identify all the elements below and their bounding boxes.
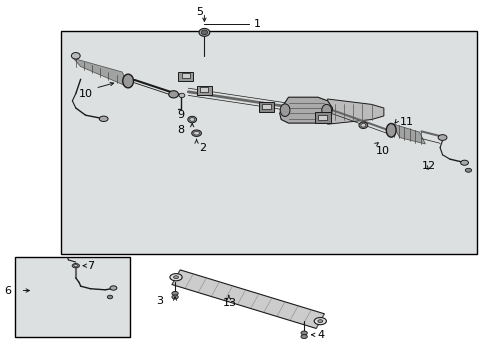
Ellipse shape [300, 331, 306, 335]
Ellipse shape [317, 320, 322, 323]
Ellipse shape [107, 295, 112, 299]
Bar [178, 72, 193, 81]
Polygon shape [392, 124, 425, 144]
Ellipse shape [99, 116, 108, 122]
Ellipse shape [189, 118, 194, 121]
Ellipse shape [173, 276, 178, 279]
Text: 2: 2 [199, 143, 206, 153]
Text: 4: 4 [317, 330, 325, 340]
Ellipse shape [321, 104, 331, 116]
Text: 12: 12 [421, 161, 435, 171]
Ellipse shape [465, 168, 470, 172]
Ellipse shape [300, 335, 306, 338]
Text: 11: 11 [399, 117, 413, 127]
Bar [314, 112, 330, 123]
Ellipse shape [360, 123, 365, 127]
Ellipse shape [171, 292, 178, 295]
Polygon shape [172, 270, 324, 328]
Ellipse shape [280, 104, 289, 117]
Ellipse shape [437, 135, 446, 140]
Polygon shape [73, 58, 129, 87]
Bar [182, 73, 189, 78]
Bar [258, 102, 274, 112]
Bar [318, 115, 326, 120]
Ellipse shape [179, 93, 184, 98]
Text: 7: 7 [87, 261, 94, 271]
Text: 10: 10 [375, 146, 389, 156]
Text: 13: 13 [222, 298, 236, 308]
Text: 10: 10 [79, 89, 93, 99]
Ellipse shape [201, 30, 207, 35]
Ellipse shape [193, 131, 199, 135]
Bar [15, 257, 129, 337]
Ellipse shape [386, 123, 395, 137]
Ellipse shape [199, 28, 209, 36]
Text: 1: 1 [254, 19, 261, 30]
Bar [262, 104, 270, 109]
Text: 3: 3 [156, 296, 163, 306]
Polygon shape [327, 99, 383, 124]
Ellipse shape [72, 264, 79, 268]
Text: 5: 5 [196, 6, 203, 17]
Ellipse shape [122, 74, 133, 88]
Ellipse shape [460, 160, 468, 165]
Bar [61, 31, 476, 254]
Ellipse shape [71, 53, 80, 59]
Bar [197, 86, 211, 95]
Ellipse shape [169, 274, 182, 281]
Ellipse shape [187, 116, 196, 123]
Ellipse shape [313, 318, 326, 325]
Text: 8: 8 [177, 125, 184, 135]
Ellipse shape [168, 91, 178, 98]
Text: 6: 6 [4, 285, 11, 296]
Ellipse shape [110, 286, 117, 290]
Ellipse shape [74, 265, 78, 267]
Bar [200, 87, 208, 92]
Text: 9: 9 [177, 110, 184, 120]
Ellipse shape [171, 295, 178, 299]
Ellipse shape [358, 122, 367, 129]
Polygon shape [279, 97, 332, 123]
Ellipse shape [191, 130, 201, 136]
